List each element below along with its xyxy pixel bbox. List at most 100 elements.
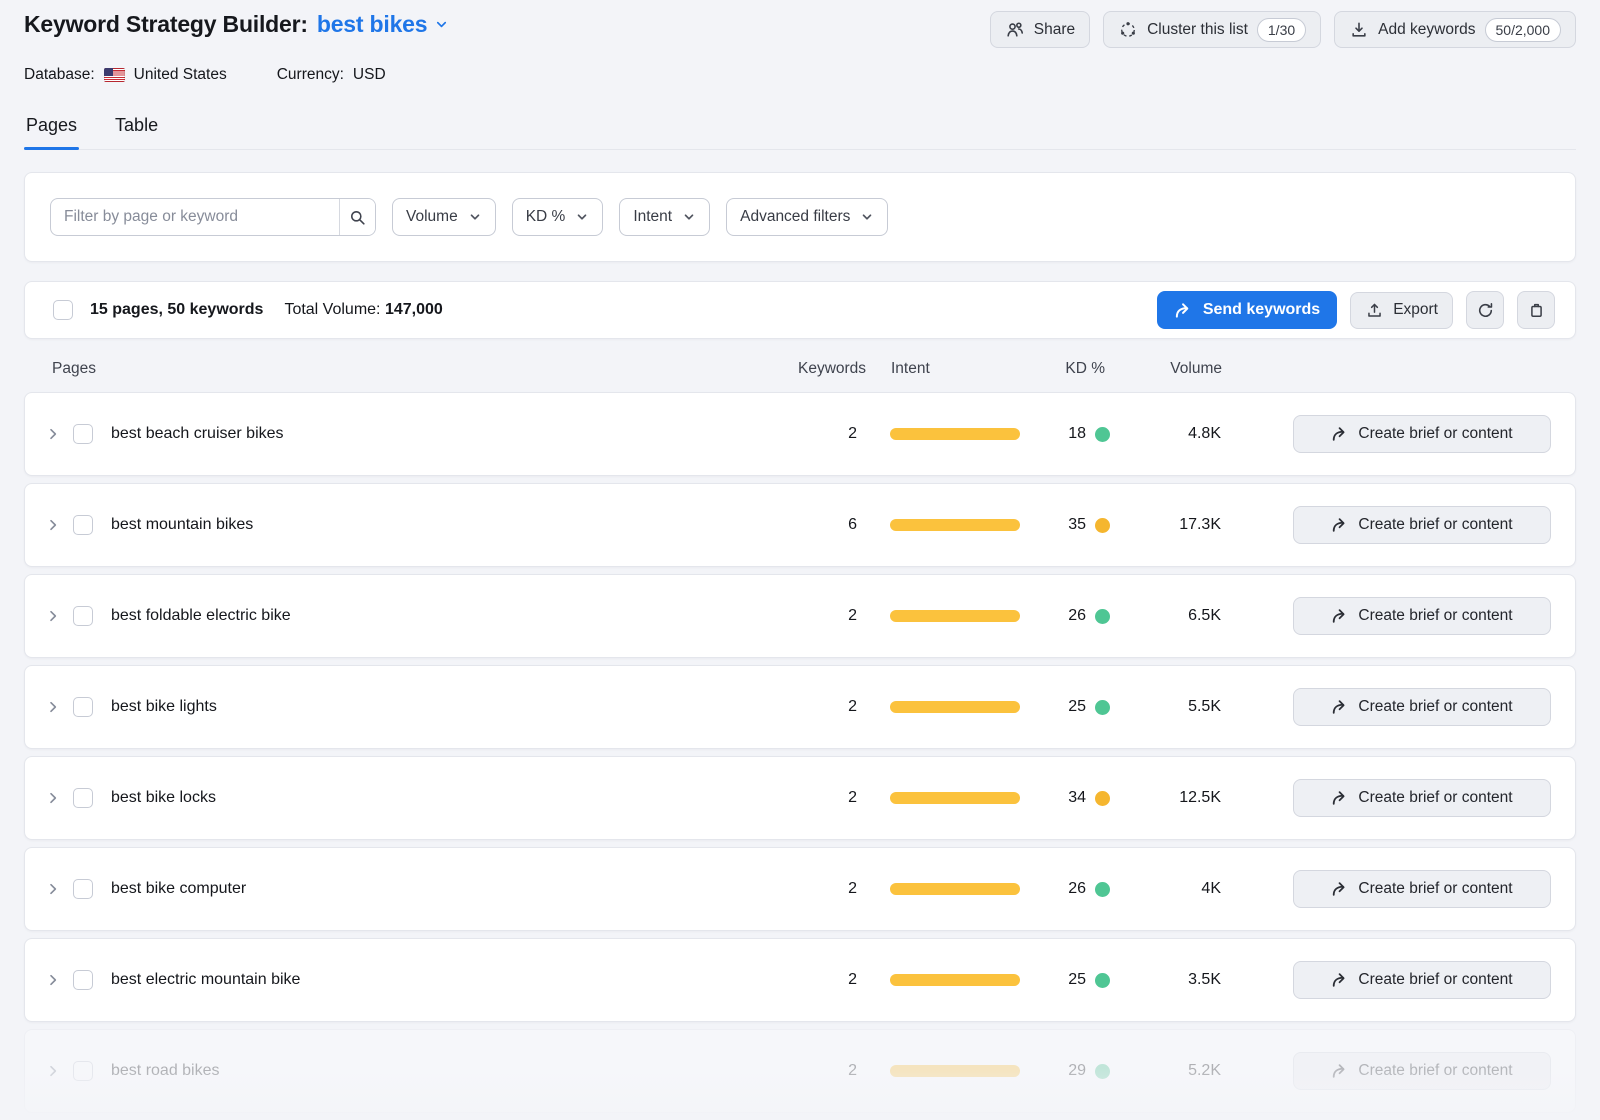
keywords-count: 2 [848,1062,857,1079]
list-name: best bikes [316,11,428,37]
intent-bar [890,792,1020,804]
row-checkbox[interactable] [73,697,93,717]
expand-row-button[interactable] [45,1063,73,1079]
volume-filter-dropdown[interactable]: Volume [392,198,496,236]
keywords-count: 2 [848,607,857,624]
expand-row-button[interactable] [45,699,73,715]
chevron-right-icon [45,881,61,897]
select-all-checkbox[interactable] [53,300,73,320]
brief-arrow-icon [1331,971,1349,989]
chevron-right-icon [45,790,61,806]
row-action-cell: Create brief or content [1293,870,1551,908]
row-checkbox[interactable] [73,788,93,808]
list-meta: Database: United States Currency: USD [24,66,1576,84]
refresh-button[interactable] [1466,291,1504,329]
share-label: Share [1033,20,1076,38]
add-keywords-button[interactable]: Add keywords 50/2,000 [1334,11,1576,48]
export-icon [1365,301,1384,320]
create-brief-button[interactable]: Create brief or content [1293,870,1551,908]
chevron-right-icon [45,699,61,715]
keywords-count: 2 [848,789,857,806]
share-button[interactable]: Share [989,11,1091,48]
intent-bar [890,519,1020,531]
total-volume-label: Total Volume: [284,301,381,318]
total-volume: Total Volume: 147,000 [284,301,442,319]
intent-filter-dropdown[interactable]: Intent [619,198,711,236]
row-checkbox-cell [73,879,111,899]
tab-pages[interactable]: Pages [24,109,80,150]
cluster-label: Cluster this list [1147,20,1248,38]
search-button[interactable] [339,199,375,235]
kd-cell: 26 [1020,880,1110,898]
row-checkbox[interactable] [73,606,93,626]
row-action-cell: Create brief or content [1293,961,1551,999]
list-picker[interactable]: best bikes [317,11,450,38]
create-brief-button[interactable]: Create brief or content [1293,961,1551,999]
kd-cell: 18 [1020,425,1110,443]
row-checkbox[interactable] [73,515,93,535]
summary-actions: Send keywords Export [1156,291,1555,329]
row-checkbox-cell [73,697,111,717]
page-name: best bike lights [111,698,217,715]
tab-table[interactable]: Table [115,115,159,135]
create-brief-label: Create brief or content [1358,1062,1513,1079]
us-flag-icon [103,68,125,82]
row-action-cell: Create brief or content [1293,415,1551,453]
export-button[interactable]: Export [1350,291,1453,329]
create-brief-button[interactable]: Create brief or content [1293,597,1551,635]
page-row: best mountain bikes 6 35 17.3K Create br… [24,483,1576,567]
row-checkbox[interactable] [73,1061,93,1081]
send-arrow-icon [1174,301,1193,320]
cluster-list-button[interactable]: Cluster this list 1/30 [1103,11,1322,48]
delete-button[interactable] [1517,291,1555,329]
kd-dot [1095,517,1110,533]
trash-icon [1527,301,1546,320]
page-row: best beach cruiser bikes 2 18 4.8K Creat… [24,392,1576,476]
users-icon [1005,20,1025,40]
create-brief-button[interactable]: Create brief or content [1293,506,1551,544]
expand-row-button[interactable] [45,972,73,988]
row-checkbox[interactable] [73,424,93,444]
intent-bar-track [890,792,1020,804]
search-group [50,198,376,236]
expand-row-button[interactable] [45,608,73,624]
row-checkbox[interactable] [73,970,93,990]
create-brief-button[interactable]: Create brief or content [1293,688,1551,726]
chevron-down-icon [575,210,589,224]
advanced-filters-dropdown[interactable]: Advanced filters [726,198,889,236]
chevron-right-icon [45,517,61,533]
add-keywords-label: Add keywords [1378,20,1476,38]
intent-bar-track [890,428,1020,440]
column-pages: Pages [52,360,96,377]
currency-meta: Currency: USD [277,66,386,84]
brief-arrow-icon [1331,516,1349,534]
row-action-cell: Create brief or content [1293,688,1551,726]
create-brief-button[interactable]: Create brief or content [1293,1052,1551,1090]
row-action-cell: Create brief or content [1293,597,1551,635]
row-checkbox[interactable] [73,879,93,899]
expand-row-button[interactable] [45,790,73,806]
page-row: best bike computer 2 26 4K Create brief … [24,847,1576,931]
send-keywords-button[interactable]: Send keywords [1156,291,1338,329]
intent-bar-track [890,610,1020,622]
header-actions: Share Cluster this list 1/30 Add keyword… [989,11,1576,48]
page-title-text: Keyword Strategy Builder: [24,11,308,37]
intent-bar [890,428,1020,440]
expand-row-button[interactable] [45,426,73,442]
expand-row-button[interactable] [45,517,73,533]
expand-row-button[interactable] [45,881,73,897]
create-brief-button[interactable]: Create brief or content [1293,779,1551,817]
kd-filter-dropdown[interactable]: KD % [511,198,604,236]
database-value: United States [133,66,227,83]
keywords-count: 6 [848,516,857,533]
page-name: best bike locks [111,789,216,806]
search-input[interactable] [51,199,339,235]
send-keywords-label: Send keywords [1202,301,1321,318]
volume-filter-label: Volume [406,208,458,225]
create-brief-button[interactable]: Create brief or content [1293,415,1551,453]
intent-bar [890,883,1020,895]
intent-bar [890,1065,1020,1077]
page-row: best foldable electric bike 2 26 6.5K Cr… [24,574,1576,658]
kd-cell: 35 [1020,516,1110,534]
